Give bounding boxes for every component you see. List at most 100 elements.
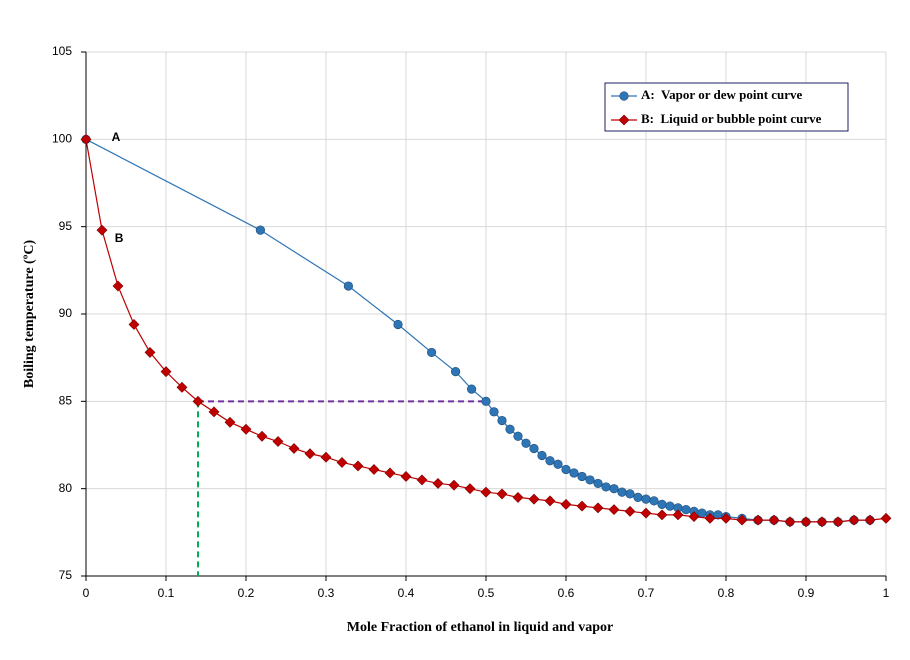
marker [240,423,252,435]
marker [497,415,507,426]
x-tick-label: 0.2 [238,586,255,600]
marker [384,467,396,479]
y-tick-label: 90 [59,306,73,320]
marker [544,495,556,507]
marker [592,502,604,514]
marker [640,507,652,519]
marker [304,448,316,460]
x-tick-label: 0.1 [158,586,175,600]
legend-box [604,82,849,132]
marker [656,509,668,521]
x-axis-title: Mole Fraction of ethanol in liquid and v… [347,620,613,635]
legend-label: B: Liquid or bubble point curve [641,111,822,126]
marker [537,450,547,461]
marker [665,501,675,511]
marker [601,482,611,492]
marker [649,496,659,506]
marker [608,504,620,516]
marker [633,492,643,503]
y-tick-label: 80 [59,481,73,495]
x-tick-label: 0.8 [718,586,735,600]
marker [768,514,780,526]
marker [672,509,684,521]
marker [192,395,204,407]
marker [545,456,555,466]
marker [160,366,172,378]
marker [561,464,571,475]
marker [513,431,523,441]
marker [112,280,124,292]
marker [432,478,444,489]
marker [848,514,860,526]
marker [569,468,579,478]
marker [352,460,364,472]
marker [617,487,627,497]
marker [528,493,540,505]
x-tick-label: 0.7 [638,586,655,600]
marker [144,347,156,358]
marker [368,464,380,475]
marker [464,483,476,495]
marker [800,516,812,528]
y-tick-label: 85 [59,394,73,408]
marker [641,494,651,504]
y-tick-label: 105 [52,44,72,58]
marker [688,511,700,523]
annotation: B [115,231,124,245]
marker [272,436,284,447]
marker [288,443,300,454]
marker [609,484,619,494]
marker [489,407,499,417]
marker [585,475,595,485]
marker [681,505,691,515]
y-axis-title: Boiling temperature (ºC) [22,240,37,389]
y-tick-label: 75 [59,568,73,582]
marker [577,471,587,482]
marker [560,498,572,510]
x-tick-label: 1 [883,586,890,600]
marker [880,512,892,524]
marker [704,512,716,524]
legend-marker [619,91,629,101]
x-tick-label: 0 [83,586,90,600]
marker [343,281,354,291]
marker [697,508,707,518]
marker [256,430,268,442]
marker [864,514,876,526]
marker [593,478,603,489]
legend-marker [618,114,630,126]
marker [208,406,220,418]
marker [80,133,92,145]
marker [393,319,403,330]
marker [529,443,539,454]
annotation: A [112,130,121,144]
marker [576,500,588,512]
marker [96,224,108,236]
marker [736,514,748,526]
marker [505,424,515,434]
marker [451,367,461,377]
marker [336,457,348,468]
marker [416,474,428,486]
marker [496,488,508,500]
y-tick-label: 95 [59,219,73,233]
marker [625,489,635,499]
marker [512,491,524,503]
marker [320,451,332,463]
marker [400,471,412,482]
marker [784,516,796,528]
marker [553,459,563,469]
x-tick-label: 0.6 [558,586,575,600]
marker [624,505,636,517]
marker [480,486,492,498]
marker [816,516,828,528]
series-line [85,138,870,523]
marker [657,499,667,509]
x-tick-label: 0.4 [398,586,415,600]
y-tick-label: 100 [52,132,72,146]
marker [521,438,531,448]
marker [832,516,844,528]
x-tick-label: 0.9 [798,586,815,600]
marker [255,225,266,235]
